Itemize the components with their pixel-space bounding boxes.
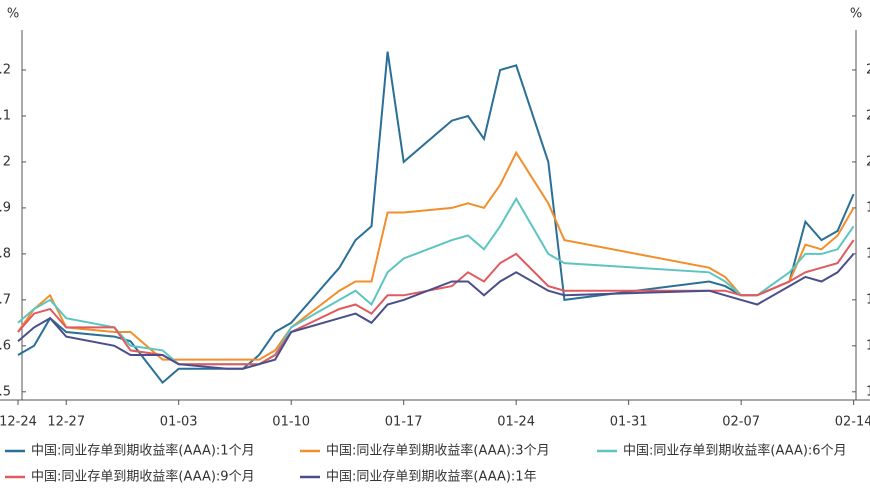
legend-label: 中国:同业存单到期收益率(AAA):1年	[326, 469, 537, 485]
series-line	[17, 253, 855, 370]
x-tick-label: 01-17	[385, 415, 423, 430]
legend-label: 中国:同业存单到期收益率(AAA):9个月	[31, 469, 255, 485]
y2-tick-label: 2.1	[866, 108, 870, 123]
series-line	[17, 239, 855, 366]
x-tick-label: 01-10	[272, 415, 310, 430]
legend-label: 中国:同业存单到期收益率(AAA):1个月	[31, 443, 255, 459]
legend-label: 中国:同业存单到期收益率(AAA):6个月	[623, 443, 847, 459]
y-axis-unit: %	[7, 7, 19, 22]
y-tick-label: 2	[3, 154, 11, 169]
y2-tick-label: 2	[866, 154, 870, 169]
y-tick-label: 2.2	[0, 62, 11, 77]
x-tick-label: 01-31	[610, 415, 648, 430]
y2-tick-label: 1.8	[866, 246, 870, 261]
y-tick-label: 1.6	[0, 338, 11, 353]
x-tick-label: 01-24	[497, 415, 535, 430]
y2-tick-label: 2.2	[866, 62, 870, 77]
x-tick-label: 02-14	[835, 415, 870, 430]
y2-tick-label: 1.6	[866, 338, 870, 353]
x-tick-label: 12-27	[47, 415, 85, 430]
y2-tick-label: 1.7	[866, 292, 870, 307]
y2-axis-unit: %	[850, 7, 862, 22]
x-tick-label: 02-07	[722, 415, 760, 430]
y-tick-label: 2.1	[0, 108, 11, 123]
y2-tick-label: 1.5	[866, 384, 870, 399]
y2-tick-label: 1.9	[866, 200, 870, 215]
y-tick-label: 1.8	[0, 246, 11, 261]
x-tick-label: 01-03	[160, 415, 198, 430]
x-tick-label: 12-24	[0, 415, 37, 430]
y-tick-label: 1.5	[0, 384, 11, 399]
y-tick-label: 1.7	[0, 292, 11, 307]
y-tick-label: 1.9	[0, 200, 11, 215]
series-line	[17, 150, 855, 361]
series-line	[17, 51, 855, 385]
legend-label: 中国:同业存单到期收益率(AAA):3个月	[326, 443, 550, 459]
